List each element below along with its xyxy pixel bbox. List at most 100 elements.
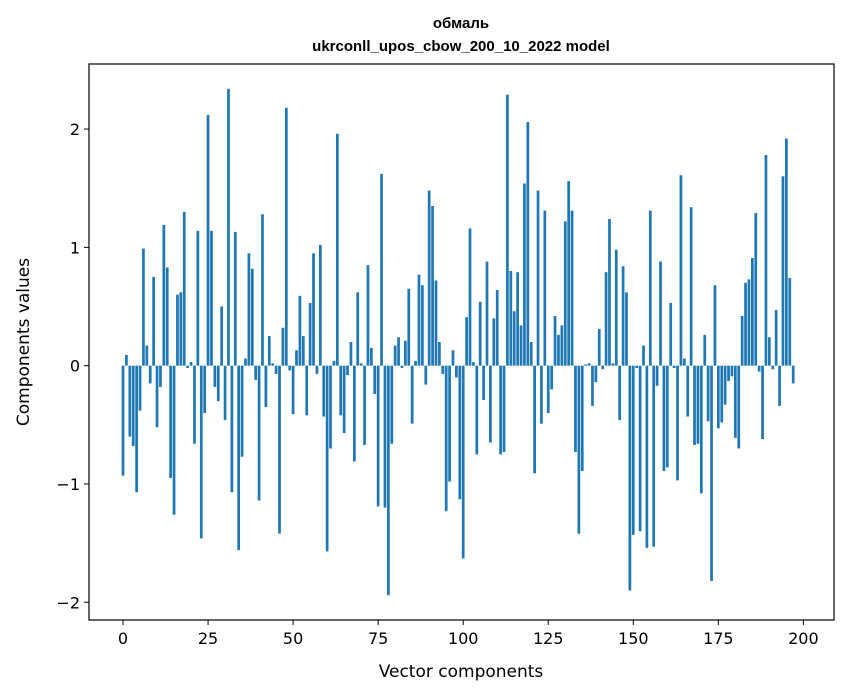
- bar: [257, 365, 261, 501]
- bar: [591, 365, 594, 406]
- bar: [468, 228, 472, 366]
- bar: [580, 365, 584, 471]
- y-tick-label: 2: [70, 120, 80, 139]
- bar: [574, 365, 577, 453]
- bar: [383, 365, 387, 508]
- x-tick-label: 200: [788, 629, 819, 648]
- x-axis-ticks: 0 25 50 75 100 125 150 175 200: [118, 620, 819, 648]
- bar: [387, 365, 390, 596]
- bar: [774, 310, 778, 366]
- bar: [155, 365, 159, 428]
- bar: [529, 342, 533, 366]
- bar: [325, 365, 329, 552]
- bar: [676, 365, 679, 481]
- bar: [485, 261, 489, 366]
- bar: [427, 190, 431, 366]
- bar: [332, 360, 336, 366]
- bar: [373, 365, 377, 395]
- bar: [499, 365, 502, 455]
- bar: [461, 365, 465, 559]
- chart-title-line1: обмаль: [433, 15, 489, 32]
- bar: [434, 280, 438, 366]
- bar: [618, 365, 622, 421]
- bar: [410, 365, 414, 424]
- bar: [506, 94, 509, 366]
- bar: [509, 271, 513, 366]
- bar: [727, 365, 730, 382]
- bar: [751, 258, 754, 366]
- bar: [288, 365, 292, 371]
- bar: [295, 350, 298, 366]
- bar: [584, 364, 588, 366]
- bar: [553, 315, 557, 366]
- bar: [608, 218, 611, 366]
- bar: [247, 253, 251, 366]
- bar: [594, 365, 598, 383]
- bar: [778, 365, 781, 406]
- bar: [611, 363, 615, 366]
- bar: [193, 365, 196, 444]
- bar: [142, 248, 145, 366]
- bar: [659, 261, 662, 366]
- bar: [550, 365, 554, 390]
- bar: [791, 365, 795, 384]
- bar: [699, 365, 703, 494]
- bar: [281, 327, 285, 366]
- bar: [489, 365, 492, 443]
- bar: [172, 365, 176, 515]
- bar: [233, 231, 237, 366]
- bar: [587, 363, 591, 366]
- bar: [237, 365, 241, 551]
- bar: [176, 294, 179, 366]
- bar: [577, 365, 581, 534]
- bar: [182, 211, 186, 366]
- bar: [785, 138, 788, 366]
- bar: [380, 174, 383, 366]
- bar: [421, 285, 424, 366]
- bar: [203, 365, 207, 413]
- y-axis-label: Components values: [14, 258, 34, 426]
- bar: [291, 365, 295, 415]
- bar: [169, 365, 172, 479]
- bar: [346, 365, 349, 376]
- bar: [438, 342, 441, 366]
- bar: [713, 285, 717, 366]
- bar: [482, 365, 485, 400]
- x-tick-label: 50: [283, 629, 303, 648]
- bar: [305, 365, 309, 416]
- x-tick-label: 125: [533, 629, 564, 648]
- bar: [322, 365, 326, 417]
- bar: [662, 365, 666, 471]
- x-axis-label: Vector components: [379, 662, 544, 682]
- bar: [655, 365, 659, 386]
- bar: [159, 365, 162, 387]
- bar: [417, 274, 421, 366]
- bar: [478, 301, 482, 366]
- bar: [557, 334, 560, 366]
- bar: [189, 362, 193, 366]
- bar: [128, 365, 132, 437]
- bar: [533, 365, 536, 474]
- bar: [356, 292, 360, 366]
- bar: [723, 365, 727, 405]
- bar: [240, 365, 244, 457]
- bar: [284, 107, 288, 366]
- bar: [754, 213, 758, 366]
- bar: [131, 365, 135, 447]
- bar: [492, 318, 496, 366]
- bar: [349, 342, 353, 366]
- bar: [165, 267, 169, 366]
- bar: [689, 207, 693, 366]
- bar: [716, 365, 720, 429]
- bar: [665, 365, 669, 468]
- bar: [267, 336, 271, 366]
- bar: [455, 365, 458, 378]
- bar: [335, 133, 339, 366]
- bar: [597, 328, 601, 366]
- bar: [706, 365, 710, 422]
- bar: [369, 347, 373, 366]
- bar: [363, 365, 366, 445]
- bar: [278, 365, 281, 534]
- bar: [720, 365, 724, 423]
- bar: [441, 365, 445, 374]
